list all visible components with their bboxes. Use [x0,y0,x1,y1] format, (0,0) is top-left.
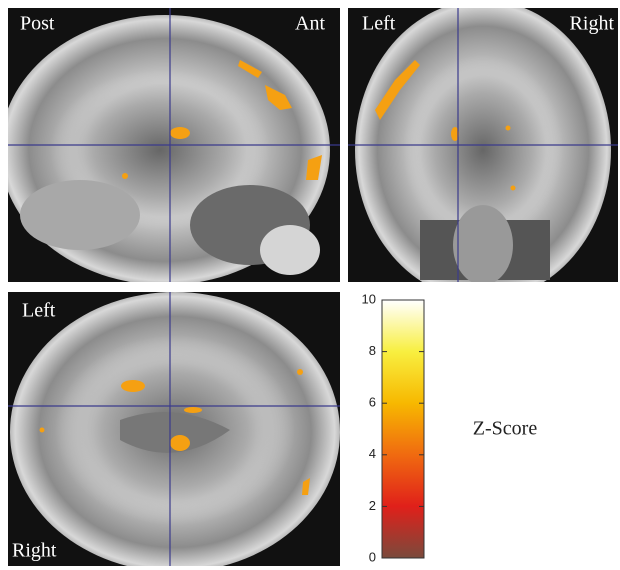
tick-label: 0 [369,549,376,564]
sagittal-panel [0,8,340,285]
panel-label: Post [20,13,55,35]
panel-label: Left [22,300,56,322]
panel-label: Left [362,13,396,35]
panel-label: Right [570,13,615,35]
tick-label: 4 [369,446,376,461]
panel-label: Right [12,540,57,562]
colorbar-label: Z-Score [473,418,538,440]
coronal-panel [348,0,618,300]
colorbar [382,300,424,558]
figure: Post Ant Left Right Left Right Z-Score 0… [0,0,620,570]
tick-label: 6 [369,395,376,410]
tick-label: 8 [369,343,376,358]
tick-label: 10 [362,291,376,306]
panel-label: Ant [295,13,325,35]
axial-panel [8,292,340,570]
tick-label: 2 [369,498,376,513]
